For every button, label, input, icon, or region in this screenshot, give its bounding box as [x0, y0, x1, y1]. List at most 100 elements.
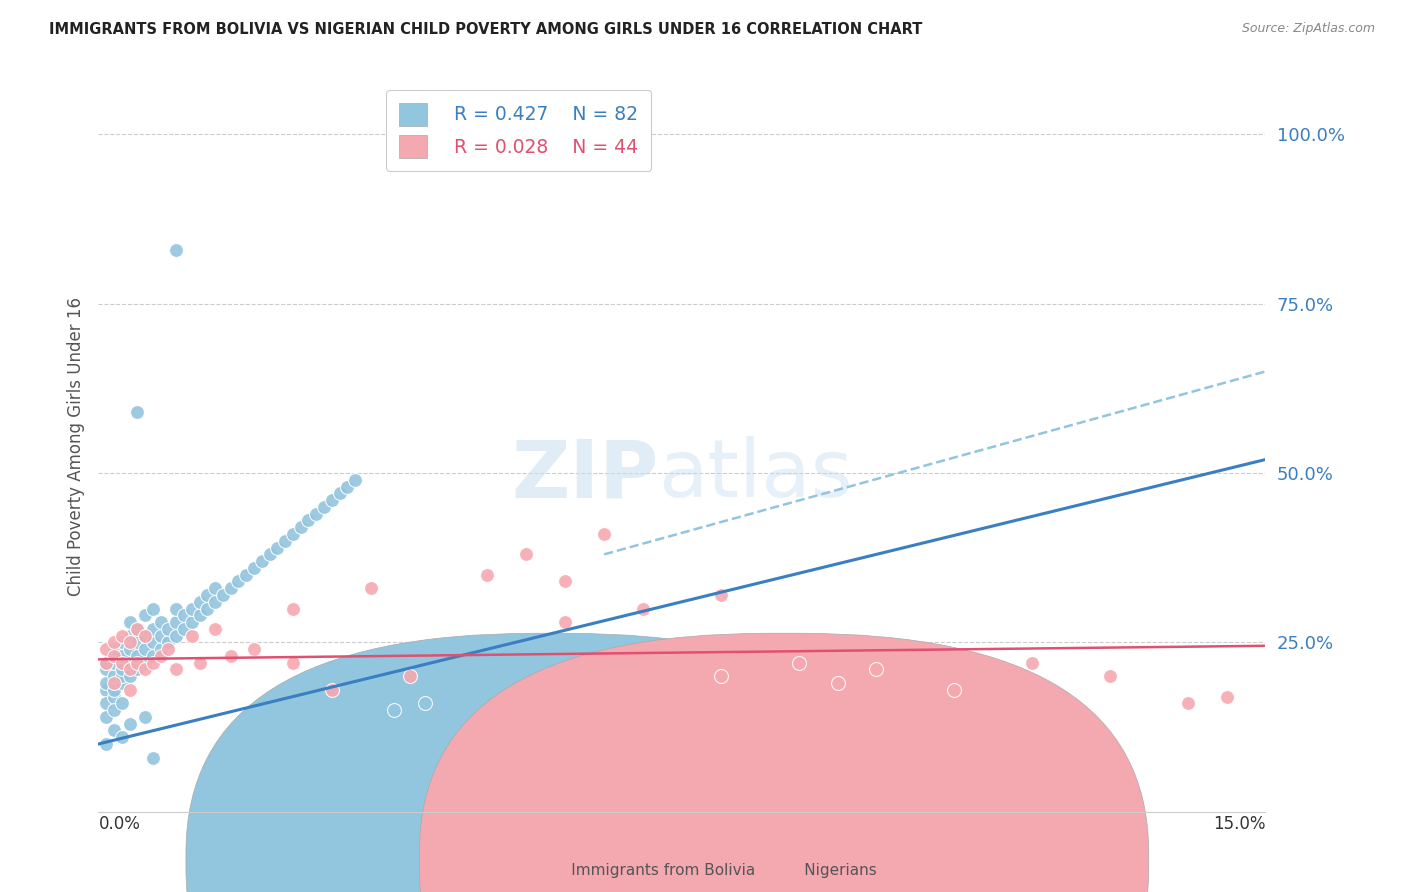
Point — [118, 642, 141, 657]
Point — [149, 615, 172, 629]
Point — [142, 656, 165, 670]
Point — [336, 480, 359, 494]
Point — [1177, 697, 1199, 711]
Point — [228, 574, 250, 589]
Point — [204, 622, 226, 636]
Point — [321, 493, 343, 508]
Point — [180, 601, 202, 615]
Point — [188, 656, 211, 670]
Text: Immigrants from Bolivia: Immigrants from Bolivia — [541, 863, 755, 878]
Point — [134, 629, 156, 643]
Point — [96, 663, 118, 677]
Point — [127, 648, 149, 663]
Point — [103, 635, 125, 649]
Point — [127, 656, 149, 670]
Point — [103, 723, 125, 738]
Point — [111, 676, 134, 690]
Point — [103, 669, 125, 683]
Text: Nigerians: Nigerians — [775, 863, 877, 878]
Point — [142, 622, 165, 636]
Point — [134, 608, 156, 623]
Point — [157, 622, 180, 636]
Point — [1215, 690, 1237, 704]
Point — [118, 669, 141, 683]
Point — [243, 642, 266, 657]
Point — [165, 629, 187, 643]
Point — [865, 663, 887, 677]
Point — [142, 648, 165, 663]
Point — [180, 629, 202, 643]
Point — [127, 405, 149, 419]
Point — [111, 635, 134, 649]
Text: Source: ZipAtlas.com: Source: ZipAtlas.com — [1241, 22, 1375, 36]
Point — [515, 547, 537, 561]
Point — [787, 656, 810, 670]
Point — [173, 608, 195, 623]
Point — [165, 601, 187, 615]
Point — [281, 527, 304, 541]
Point — [134, 629, 156, 643]
Point — [165, 663, 187, 677]
Point — [593, 527, 616, 541]
Point — [111, 663, 134, 677]
Point — [111, 730, 134, 744]
Point — [631, 601, 654, 615]
Point — [477, 567, 499, 582]
Point — [149, 648, 172, 663]
Point — [204, 581, 226, 595]
Point — [127, 622, 149, 636]
Point — [157, 642, 180, 657]
Point — [96, 697, 118, 711]
Point — [142, 601, 165, 615]
Point — [127, 622, 149, 636]
Point — [382, 703, 405, 717]
Point — [312, 500, 335, 514]
Point — [103, 642, 125, 657]
Point — [103, 656, 125, 670]
Point — [250, 554, 273, 568]
Point — [259, 547, 281, 561]
Point — [134, 710, 156, 724]
FancyBboxPatch shape — [186, 633, 915, 892]
Point — [127, 663, 149, 677]
Point — [297, 514, 319, 528]
Point — [118, 656, 141, 670]
Point — [149, 642, 172, 657]
Point — [329, 486, 352, 500]
Point — [96, 642, 118, 657]
Point — [157, 635, 180, 649]
Point — [243, 561, 266, 575]
Legend:   R = 0.427    N = 82,   R = 0.028    N = 44: R = 0.427 N = 82, R = 0.028 N = 44 — [385, 90, 651, 171]
Point — [188, 608, 211, 623]
Point — [710, 588, 733, 602]
Point — [142, 635, 165, 649]
Point — [142, 750, 165, 764]
Point — [96, 682, 118, 697]
Point — [1021, 656, 1043, 670]
Point — [290, 520, 312, 534]
Point — [103, 648, 125, 663]
Point — [321, 682, 343, 697]
Text: IMMIGRANTS FROM BOLIVIA VS NIGERIAN CHILD POVERTY AMONG GIRLS UNDER 16 CORRELATI: IMMIGRANTS FROM BOLIVIA VS NIGERIAN CHIL… — [49, 22, 922, 37]
Point — [103, 682, 125, 697]
Point — [554, 574, 576, 589]
Point — [118, 682, 141, 697]
Point — [195, 601, 218, 615]
Point — [827, 676, 849, 690]
Point — [413, 697, 436, 711]
Point — [111, 697, 134, 711]
Point — [274, 533, 297, 548]
Point — [111, 629, 134, 643]
Point — [118, 629, 141, 643]
Point — [180, 615, 202, 629]
Text: 15.0%: 15.0% — [1213, 815, 1265, 833]
Text: atlas: atlas — [658, 436, 853, 515]
Point — [235, 567, 257, 582]
Point — [96, 710, 118, 724]
Point — [212, 588, 235, 602]
Point — [344, 473, 367, 487]
Point — [149, 629, 172, 643]
Point — [943, 682, 966, 697]
Point — [398, 669, 420, 683]
Point — [305, 507, 328, 521]
